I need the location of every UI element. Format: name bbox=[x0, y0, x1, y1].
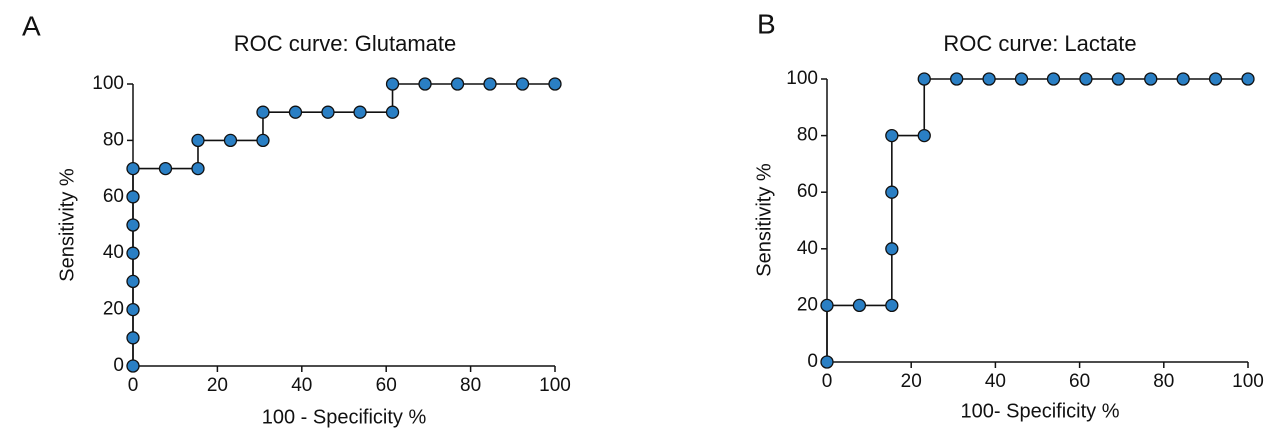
data-point bbox=[450, 77, 465, 91]
data-point bbox=[385, 77, 400, 91]
data-point bbox=[982, 72, 996, 86]
y-tick-label: 20 bbox=[797, 294, 818, 315]
data-point bbox=[256, 105, 270, 119]
x-tick-label: 40 bbox=[291, 375, 312, 396]
x-tick-label: 60 bbox=[376, 375, 397, 396]
chart-title: ROC curve: Glutamate bbox=[234, 31, 457, 56]
y-tick-label: 60 bbox=[797, 181, 818, 202]
y-tick-label: 100 bbox=[786, 68, 818, 89]
data-point bbox=[483, 77, 497, 91]
y-tick-label: 0 bbox=[807, 351, 818, 372]
data-point bbox=[917, 128, 931, 143]
y-tick-label: 80 bbox=[797, 125, 818, 146]
data-point bbox=[917, 72, 931, 86]
data-point bbox=[515, 77, 530, 91]
data-point bbox=[321, 105, 335, 119]
data-point bbox=[548, 77, 562, 91]
data-point bbox=[1144, 72, 1158, 86]
x-tick-label: 80 bbox=[460, 375, 481, 396]
data-point bbox=[885, 298, 899, 313]
y-tick-label: 0 bbox=[113, 355, 124, 376]
data-point bbox=[126, 274, 140, 289]
data-point bbox=[950, 72, 964, 86]
data-point bbox=[256, 133, 270, 148]
panel-label: B bbox=[757, 8, 776, 39]
x-tick-label: 60 bbox=[1069, 371, 1090, 392]
x-tick-label: 40 bbox=[985, 371, 1006, 392]
data-point bbox=[126, 161, 140, 176]
data-point bbox=[126, 331, 140, 345]
chart-title: ROC curve: Lactate bbox=[943, 31, 1136, 56]
data-point bbox=[1079, 72, 1093, 86]
x-tick-label: 80 bbox=[1153, 371, 1174, 392]
data-point bbox=[223, 133, 238, 148]
data-point bbox=[126, 246, 140, 260]
data-point bbox=[353, 105, 367, 119]
data-point bbox=[158, 161, 173, 176]
data-point bbox=[1176, 72, 1190, 86]
roc-line bbox=[132, 83, 555, 366]
data-point bbox=[288, 105, 303, 119]
x-tick-label: 0 bbox=[822, 371, 833, 392]
data-point bbox=[820, 355, 834, 369]
x-axis-label: 100 - Specificity % bbox=[262, 406, 427, 428]
y-tick-label: 60 bbox=[103, 186, 124, 207]
data-point bbox=[1208, 72, 1223, 86]
y-tick-label: 20 bbox=[103, 299, 124, 320]
y-tick-label: 40 bbox=[797, 238, 818, 259]
data-point bbox=[126, 359, 140, 373]
x-tick-label: 100 bbox=[1232, 371, 1264, 392]
y-tick-label: 80 bbox=[103, 129, 124, 150]
data-point bbox=[126, 190, 140, 204]
x-axis-label: 100- Specificity % bbox=[961, 400, 1120, 422]
x-tick-label: 20 bbox=[901, 371, 922, 392]
data-point bbox=[885, 242, 899, 256]
data-point bbox=[1241, 72, 1255, 86]
panel: B ROC curve: Lactate 100- Specificity % Sen… bbox=[753, 8, 1264, 422]
data-point bbox=[191, 161, 205, 176]
data-point bbox=[1111, 72, 1125, 86]
data-point bbox=[126, 218, 140, 232]
x-tick-label: 100 bbox=[539, 375, 571, 396]
data-point bbox=[852, 298, 867, 313]
panel-label: A bbox=[22, 10, 41, 41]
y-axis-label: Sensitivity % bbox=[753, 163, 775, 277]
data-point bbox=[885, 185, 899, 199]
data-point bbox=[191, 133, 205, 148]
data-point bbox=[126, 302, 140, 317]
data-point bbox=[385, 105, 400, 119]
y-tick-label: 40 bbox=[103, 242, 124, 263]
data-point bbox=[1014, 72, 1029, 86]
data-point bbox=[1046, 72, 1061, 86]
data-point bbox=[820, 298, 834, 313]
panel: A ROC curve: Glutamate 100 - Specificity %… bbox=[22, 10, 571, 428]
y-tick-label: 100 bbox=[92, 73, 124, 94]
data-point bbox=[885, 128, 899, 143]
y-axis-label: Sensitivity % bbox=[56, 168, 78, 282]
roc-line bbox=[826, 78, 1248, 362]
data-point bbox=[418, 77, 432, 91]
x-tick-label: 20 bbox=[207, 375, 228, 396]
x-tick-label: 0 bbox=[128, 375, 139, 396]
